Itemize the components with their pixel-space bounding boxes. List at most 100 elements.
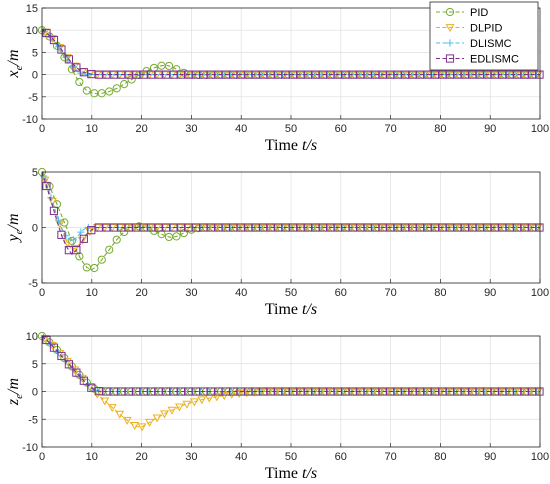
x-tick-label: 100 [531,123,549,135]
series-line-edlismc [41,171,540,255]
series-edlismc [41,28,544,79]
y-axis-label: ze/m [5,378,25,406]
legend-entry-pid: PID [436,7,488,19]
data-point-dlismc [84,71,92,79]
x-tick-label: 90 [484,123,496,135]
x-tick-label: 40 [235,451,247,463]
y-tick-label: -5 [28,278,38,290]
series-line-edlismc [41,29,540,76]
data-point-pid [105,87,114,96]
series-edlismc [41,335,544,396]
data-point-pid [75,252,84,261]
x-tick-label: 20 [135,123,147,135]
data-point-pid [120,80,129,89]
x-tick-label: 80 [434,451,446,463]
x-tick-label: 20 [135,287,147,299]
x-tick-label: 100 [531,451,549,463]
data-point-edlismc [72,63,81,72]
data-point-pid [97,255,106,264]
data-point-dlismc [54,216,63,224]
data-point-pid [112,84,121,93]
legend-label: PID [470,7,488,19]
data-point-edlismc [49,206,59,215]
x-tick-label: 40 [235,123,247,135]
data-point-pid [120,227,129,237]
y-tick-label: 5 [32,359,38,371]
data-point-dlismc [54,43,63,51]
x-axis-label: Time t/s [265,465,317,482]
y-axis-label: xe/m [5,50,25,79]
x-tick-label: 90 [484,287,496,299]
y-tick-label: 15 [26,3,38,15]
data-point-dlpid [182,400,192,409]
data-point-dlismc [47,34,55,42]
legend-label: DLISMC [470,38,512,50]
data-point-edlismc [57,230,66,239]
data-point-dlpid [100,397,110,406]
x-tick-label: 30 [185,123,197,135]
data-point-edlismc [42,28,51,38]
data-point-pid [105,245,114,254]
x-tick-label: 90 [484,451,496,463]
data-point-edlismc [64,360,73,369]
data-point-dlismc [77,228,85,236]
data-point-dlpid [62,239,72,248]
data-point-dlpid [107,404,117,413]
legend-marker [445,54,455,63]
legend-marker [446,39,454,47]
data-point-pid [172,232,181,241]
data-point-edlismc [49,343,59,352]
legend-entry-dlismc: DLISMC [436,38,512,50]
data-point-edlismc [42,181,51,191]
x-tick-label: 70 [384,451,396,463]
x-tick-label: 100 [531,287,549,299]
data-point-pid [157,230,166,239]
data-point-pid [112,235,121,244]
y-tick-label: -5 [28,92,38,104]
data-point-pid [82,86,91,95]
y-tick-label: -5 [28,414,38,426]
y-tick-label: 5 [32,167,38,179]
data-point-pid [67,236,76,245]
data-point-dlpid [160,410,169,419]
data-point-dlpid [167,406,177,415]
data-point-edlismc [72,368,81,377]
data-point-dlpid [130,421,140,430]
data-point-dlpid [48,197,57,206]
x-tick-label: 0 [39,123,45,135]
x-tick-label: 70 [384,123,396,135]
data-point-pid [179,228,189,238]
x-axis-label: Time t/s [265,301,317,318]
series-line-edlismc [41,335,540,393]
legend-label: EDLISMC [470,54,519,66]
legend-marker [445,24,455,33]
x-tick-label: 10 [86,123,98,135]
data-point-dlpid [189,398,199,407]
data-point-dlpid [197,396,207,405]
x-tick-label: 10 [86,287,98,299]
data-point-dlpid [219,392,229,401]
legend-marker [445,7,455,17]
y-axis-label: ye/m [5,214,25,244]
data-point-edlismc [57,351,66,361]
x-tick-label: 0 [39,451,45,463]
data-point-pid [90,263,99,273]
data-point-dlpid [122,416,132,425]
x-tick-label: 70 [384,287,396,299]
data-point-edlismc [49,35,59,45]
series-line-dlpid [41,171,540,251]
data-point-dlismc [69,236,77,244]
data-point-pid [60,218,69,227]
data-point-pid [164,61,174,71]
data-point-pid [127,75,136,84]
series-line-pid [41,171,540,271]
y-tick-label: 5 [32,47,38,59]
data-point-dlpid [212,393,222,402]
data-point-edlismc [79,234,88,243]
x-tick-label: 60 [335,123,347,135]
x-tick-label: 40 [235,287,247,299]
x-tick-label: 60 [335,287,347,299]
data-point-dlismc [62,232,70,240]
data-point-dlismc [84,223,92,232]
data-point-dlpid [115,410,125,419]
